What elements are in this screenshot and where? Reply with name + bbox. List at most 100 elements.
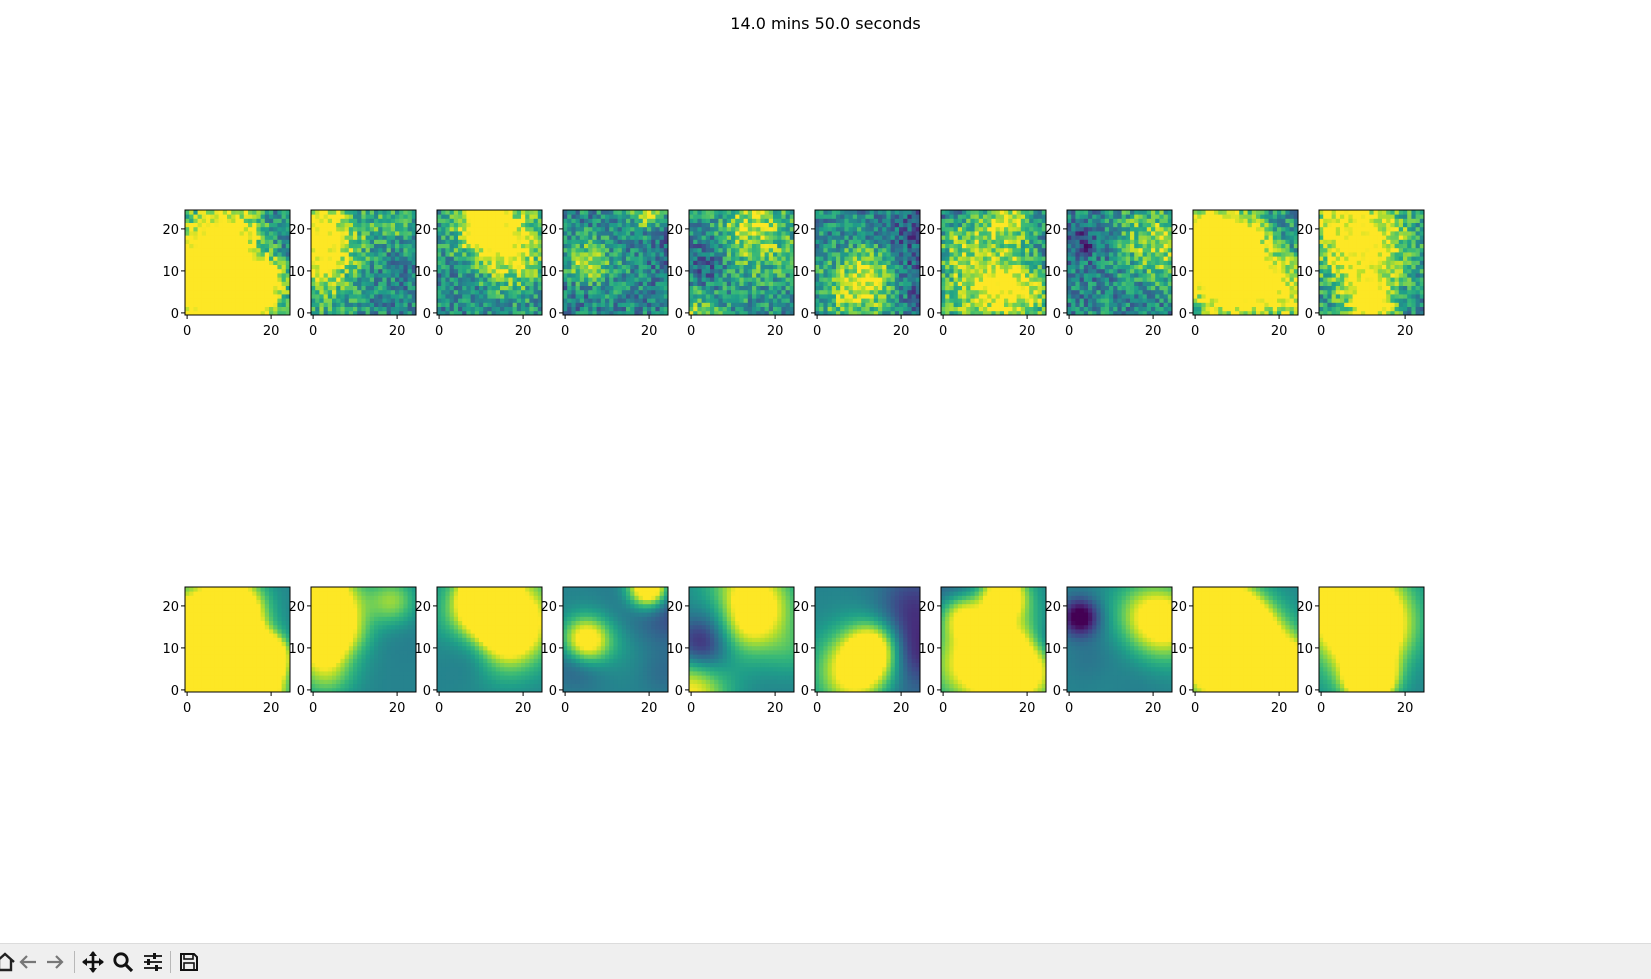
heatmap-cell [353, 260, 358, 265]
heatmap-cell [479, 239, 484, 244]
heatmap-cell [609, 252, 614, 257]
heatmap-cell [471, 277, 476, 282]
heatmap-cell [336, 210, 341, 215]
heatmap-cell [739, 307, 744, 312]
heatmap-cell [580, 307, 585, 312]
heatmap-cell [475, 227, 480, 232]
y-tick-label: 0 [297, 307, 305, 322]
heatmap-cell [895, 286, 900, 291]
heatmap-cell [689, 281, 694, 286]
heatmap-cell [450, 277, 455, 282]
heatmap-cell [349, 218, 354, 223]
heatmap-cell [895, 260, 900, 265]
heatmap-cell [954, 218, 959, 223]
heatmap-cell [496, 239, 501, 244]
heatmap-cell [878, 277, 883, 282]
heatmap-cell [744, 252, 749, 257]
heatmap-cell [332, 298, 337, 303]
heatmap-cell [861, 227, 866, 232]
heatmap-cell [361, 218, 366, 223]
heatmap-cell [1021, 218, 1026, 223]
heatmap-cell [525, 218, 530, 223]
heatmap-cell [1092, 307, 1097, 312]
heatmap-cell [832, 218, 837, 223]
heatmap-cell [773, 260, 778, 265]
heatmap-cell [634, 290, 639, 295]
heatmap-cell [189, 231, 194, 236]
heatmap-cell [613, 294, 618, 299]
heatmap-cell [949, 294, 954, 299]
heatmap-cell [345, 265, 350, 270]
heatmap-cell [1138, 307, 1143, 312]
heatmap-cell [853, 239, 858, 244]
heatmap-cell [311, 260, 316, 265]
heatmap-cell [437, 273, 442, 278]
heatmap-cell [576, 244, 581, 249]
heatmap-cell [529, 281, 534, 286]
heatmap-cell [361, 269, 366, 274]
heatmap-cell [769, 281, 774, 286]
heatmap-cell [450, 239, 455, 244]
heatmap-cell [962, 248, 967, 253]
heatmap-cell [1080, 248, 1085, 253]
heatmap-cell [252, 294, 257, 299]
heatmap-cell [366, 256, 371, 261]
heatmap-cell [382, 269, 387, 274]
heatmap-cell [206, 231, 211, 236]
heatmap-cell [891, 307, 896, 312]
heatmap-cell [828, 223, 833, 228]
heatmap-cell [408, 290, 413, 295]
heatmap-cell [970, 269, 975, 274]
heatmap-cell [970, 239, 975, 244]
heatmap-cell [731, 214, 736, 219]
heatmap-cell [1117, 281, 1122, 286]
heatmap-cell [374, 214, 379, 219]
heatmap-cell [1088, 281, 1093, 286]
heatmap-cell [689, 244, 694, 249]
heatmap-cell [601, 252, 606, 257]
heatmap-cell [899, 231, 904, 236]
heatmap-cell [437, 281, 442, 286]
x-tick-label: 0 [435, 324, 443, 339]
heatmap-cell [483, 227, 488, 232]
heatmap-cell [227, 235, 232, 240]
heatmap-cell [336, 265, 341, 270]
heatmap-cell [1138, 286, 1143, 291]
heatmap-cell [521, 286, 526, 291]
heatmap-cell [639, 265, 644, 270]
heatmap-cell [836, 239, 841, 244]
heatmap-cell [966, 248, 971, 253]
heatmap-cell [1012, 231, 1017, 236]
heatmap-cell [370, 277, 375, 282]
heatmap-cell [357, 265, 362, 270]
heatmap-cell [1004, 252, 1009, 257]
heatmap-cell [975, 294, 980, 299]
heatmap-cell [765, 290, 770, 295]
heatmap-cell [441, 269, 446, 274]
heatmap-cell [903, 231, 908, 236]
heatmap-cell [504, 307, 509, 312]
heatmap-cell [718, 273, 723, 278]
heatmap-cell [563, 307, 568, 312]
heatmap-cell [996, 239, 1001, 244]
heatmap-cell [240, 210, 245, 215]
heatmap-cell [387, 273, 392, 278]
heatmap-cell [815, 235, 820, 240]
heatmap-cell [349, 248, 354, 253]
heatmap-cell [891, 252, 896, 257]
heatmap-cell [756, 239, 761, 244]
heatmap-cell [1130, 302, 1135, 307]
heatmap-cell [487, 269, 492, 274]
heatmap-cell [492, 248, 497, 253]
heatmap-cell [1159, 286, 1164, 291]
heatmap-cell [601, 294, 606, 299]
heatmap-cell [844, 244, 849, 249]
